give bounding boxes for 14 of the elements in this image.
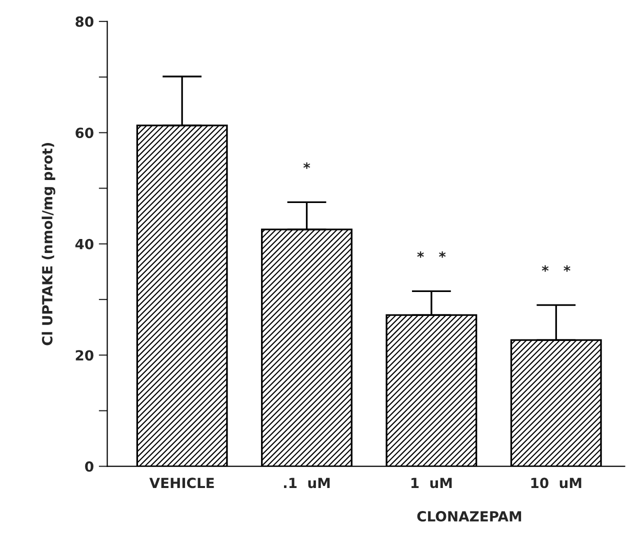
y-tick-label: 0 xyxy=(85,461,94,472)
annotation: * xyxy=(303,162,310,169)
x-tick-label: 1 uM xyxy=(411,478,452,488)
x-axis-title: CLONAZEPAM xyxy=(417,511,522,522)
annotation: * * xyxy=(542,265,570,272)
y-axis-title: Cl UPTAKE (nmol/mg prot) xyxy=(42,143,56,346)
y-tick-label: 60 xyxy=(76,128,94,138)
y-tick-label: 20 xyxy=(76,350,94,361)
x-tick-label: 10 uM xyxy=(531,478,582,488)
annotation: * * xyxy=(417,251,446,258)
x-tick-label: .1 uM xyxy=(284,478,330,488)
y-tick-label: 80 xyxy=(76,16,94,27)
x-tick-label: VEHICLE xyxy=(149,478,214,488)
y-tick-label: 40 xyxy=(75,238,94,250)
